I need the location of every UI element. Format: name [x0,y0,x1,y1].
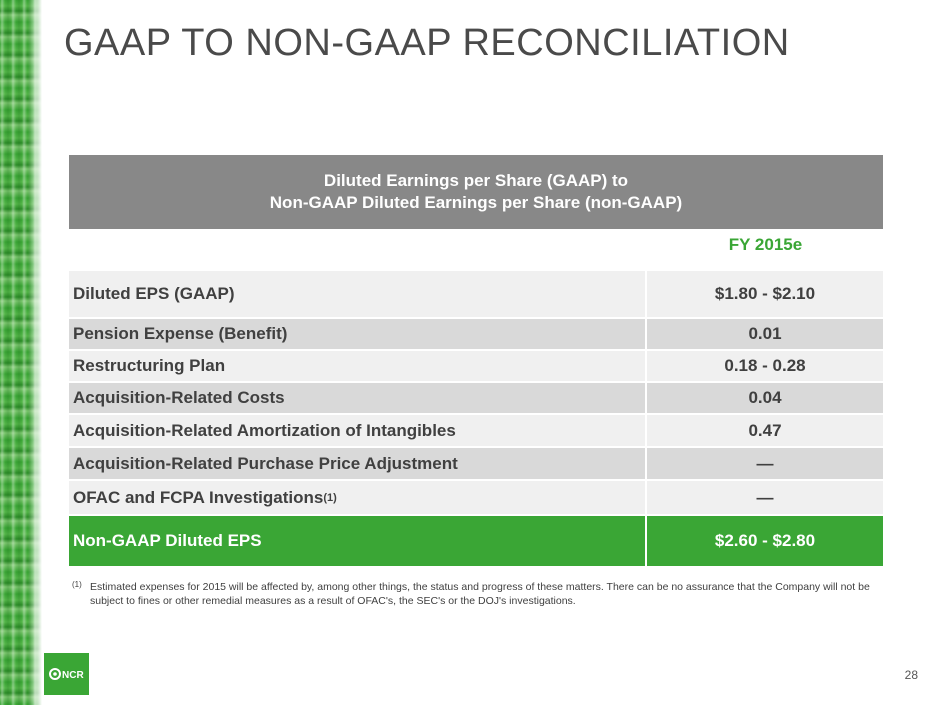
row-label: Pension Expense (Benefit) [69,319,645,349]
row-label: Acquisition-Related Purchase Price Adjus… [69,448,645,479]
row-value: 0.01 [645,319,883,349]
slide-title: GAAP TO NON-GAAP RECONCILIATION [64,22,790,64]
row-value: 0.18 - 0.28 [645,351,883,381]
ncr-logo-mark: NCR [48,668,84,681]
total-value: $2.60 - $2.80 [645,516,883,566]
footnote-reference: (1) [323,491,337,504]
row-label: Diluted EPS (GAAP) [69,271,645,317]
footnote: (1) Estimated expenses for 2015 will be … [72,580,882,608]
table-row: Pension Expense (Benefit) 0.01 [69,319,883,351]
row-value: 0.04 [645,383,883,413]
reconciliation-table: Diluted EPS (GAAP) $1.80 - $2.10 Pension… [69,271,883,566]
table-row: OFAC and FCPA Investigations (1) — [69,481,883,516]
total-row: Non-GAAP Diluted EPS $2.60 - $2.80 [69,516,883,566]
page-number: 28 [904,668,918,682]
table-header-line2: Non-GAAP Diluted Earnings per Share (non… [269,193,683,212]
row-value: — [645,448,883,479]
row-label: Restructuring Plan [69,351,645,381]
row-label: OFAC and FCPA Investigations (1) [69,481,645,514]
decorative-side-strip [0,0,42,705]
strip-fade [28,0,42,705]
table-row: Acquisition-Related Costs 0.04 [69,383,883,415]
logo-text: NCR [62,670,84,681]
table-row: Diluted EPS (GAAP) $1.80 - $2.10 [69,271,883,319]
table-row: Restructuring Plan 0.18 - 0.28 [69,351,883,383]
row-label: Acquisition-Related Costs [69,383,645,413]
table-row: Acquisition-Related Purchase Price Adjus… [69,448,883,481]
footnote-marker: (1) [72,580,82,589]
footnote-text: Estimated expenses for 2015 will be affe… [90,581,870,607]
total-label: Non-GAAP Diluted EPS [69,516,645,566]
row-value: $1.80 - $2.10 [645,271,883,317]
table-header-line1: Diluted Earnings per Share (GAAP) to [323,171,629,190]
row-value: — [645,481,883,514]
column-header-fy2015e: FY 2015e [728,235,803,254]
table-header: Diluted Earnings per Share (GAAP) to Non… [69,155,883,229]
table-row: Acquisition-Related Amortization of Inta… [69,415,883,448]
ncr-logo-icon: NCR [44,653,89,695]
row-value: 0.47 [645,415,883,446]
row-label-text: OFAC and FCPA Investigations [73,487,324,507]
row-label: Acquisition-Related Amortization of Inta… [69,415,645,446]
